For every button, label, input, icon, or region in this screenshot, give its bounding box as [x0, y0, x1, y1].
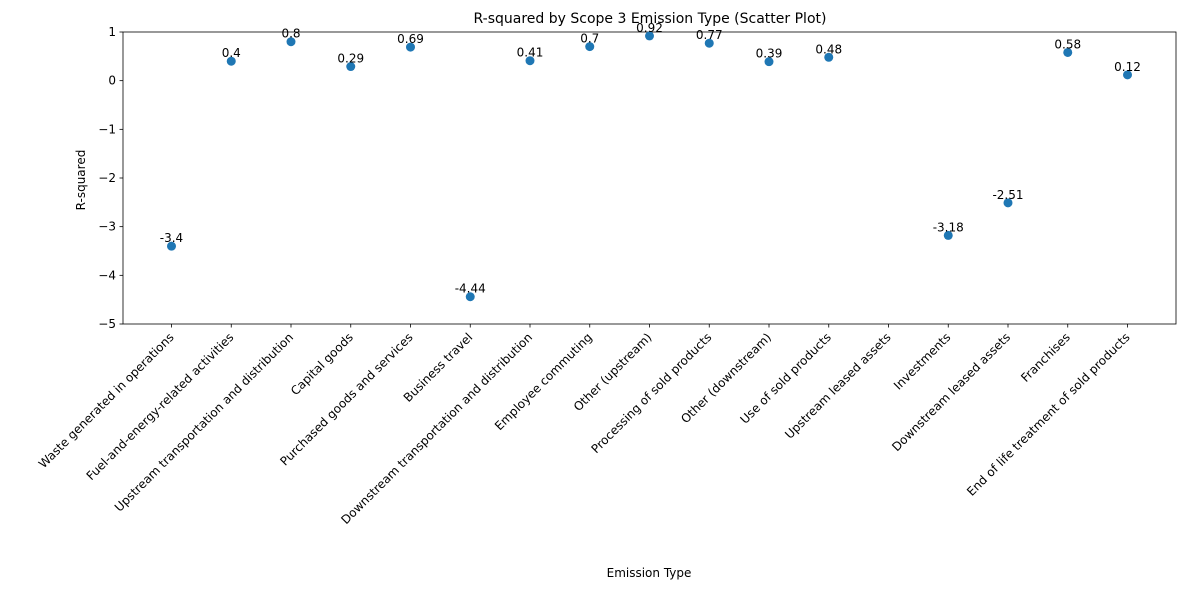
y-tick-label: −3 — [98, 220, 116, 234]
x-axis-label: Emission Type — [607, 566, 692, 580]
data-point — [286, 37, 296, 47]
data-label: 0.12 — [1114, 60, 1141, 74]
data-label: 0.7 — [580, 32, 599, 46]
data-point — [406, 42, 415, 52]
data-label: 0.4 — [222, 46, 241, 60]
data-label: -4.44 — [455, 282, 486, 296]
y-axis-ticks: 1 0 −1 −2 −3 −4 −5 — [98, 25, 123, 331]
data-point — [1003, 198, 1013, 208]
data-points — [167, 31, 1132, 302]
y-tick-label: −5 — [98, 317, 116, 331]
data-label: -3.18 — [933, 220, 964, 234]
data-label: 0.92 — [636, 21, 663, 35]
data-point — [824, 52, 834, 62]
data-label: -2.51 — [992, 188, 1023, 202]
data-label: 0.77 — [696, 28, 723, 42]
data-label: 0.48 — [815, 42, 842, 56]
y-tick-label: −4 — [98, 268, 116, 282]
data-label: 0.41 — [517, 46, 544, 60]
data-label: -3.4 — [160, 231, 183, 245]
data-point — [943, 230, 953, 240]
data-labels: -3.4 0.4 0.8 0.29 0.69 -4.44 0.41 0.7 0.92 0.77 0.… — [160, 21, 1141, 296]
data-label: 0.58 — [1054, 37, 1081, 51]
data-label: 0.39 — [756, 47, 783, 61]
data-point — [525, 56, 535, 66]
y-tick-label: 1 — [108, 25, 116, 39]
data-point — [764, 57, 774, 67]
data-point — [645, 31, 654, 41]
y-tick-label: 0 — [108, 74, 116, 88]
data-label: 0.29 — [337, 52, 364, 66]
data-point — [585, 42, 595, 52]
data-point — [704, 38, 714, 48]
data-point — [346, 62, 356, 72]
data-point — [465, 292, 475, 302]
y-tick-label: −2 — [98, 171, 116, 185]
y-axis-label: R-squared — [74, 150, 88, 211]
y-tick-label: −1 — [98, 122, 116, 136]
data-label: 0.69 — [397, 32, 424, 46]
data-label: 0.8 — [281, 27, 300, 41]
data-point — [167, 241, 176, 251]
data-point — [1063, 47, 1073, 57]
data-point — [1123, 70, 1132, 80]
data-point — [226, 56, 236, 66]
chart-title: R-squared by Scope 3 Emission Type (Scat… — [474, 11, 827, 27]
